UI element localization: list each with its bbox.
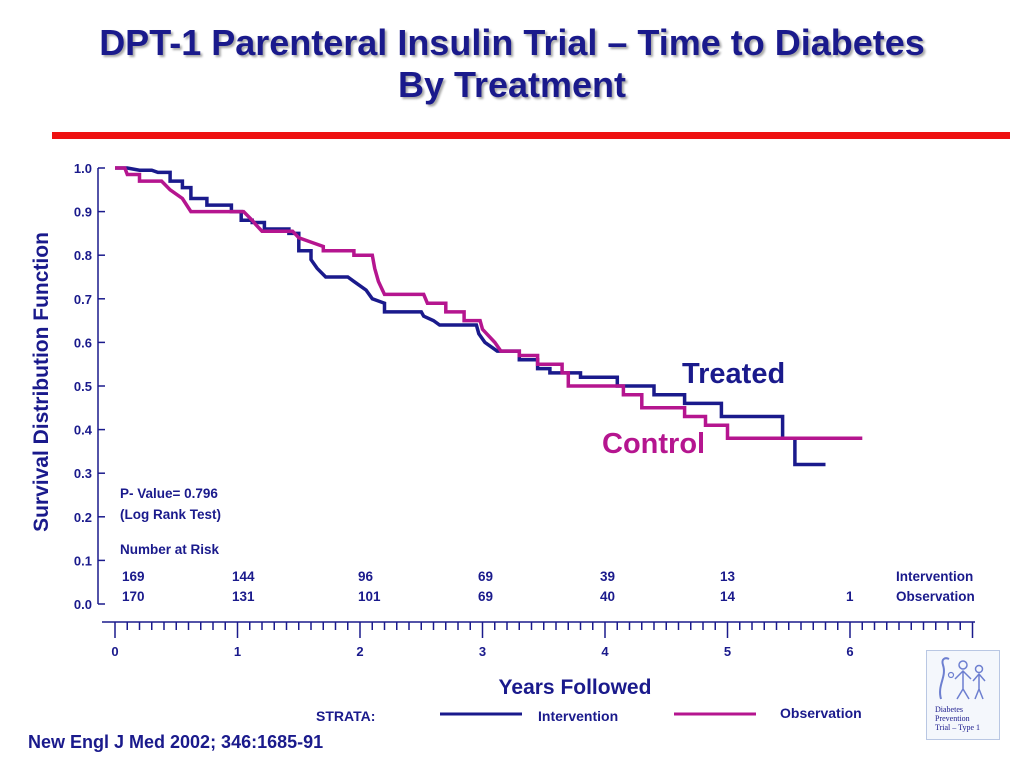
- legend-title: STRATA:: [316, 708, 375, 724]
- chart-curves: [115, 166, 863, 467]
- family-logo-icon: [939, 657, 986, 700]
- logo-line-1: Diabetes: [935, 705, 963, 714]
- risk-value: 13: [720, 569, 736, 584]
- logo-line-2: Prevention: [935, 714, 970, 723]
- legend-label-intervention: Intervention: [538, 708, 618, 724]
- y-axis-label: Survival Distribution Function: [30, 232, 53, 532]
- x-axis-label: Years Followed: [499, 676, 652, 699]
- y-tick-label: 1.0: [74, 161, 92, 176]
- title-line-1: DPT-1 Parenteral Insulin Trial – Time to…: [99, 22, 925, 63]
- y-tick-label: 0.2: [74, 510, 92, 525]
- x-tick-label: 6: [846, 644, 853, 659]
- risk-value: 101: [358, 589, 381, 604]
- x-tick-label: 3: [479, 644, 486, 659]
- x-tick-label: 4: [601, 644, 609, 659]
- series-line-intervention: [115, 166, 826, 467]
- x-tick-label: 1: [234, 644, 241, 659]
- y-tick-label: 0.5: [74, 379, 92, 394]
- y-tick-label: 0.8: [74, 248, 92, 263]
- risk-value: 1: [846, 589, 854, 604]
- x-tick-label: 2: [356, 644, 363, 659]
- logo-line-3: Trial – Type 1: [935, 723, 980, 732]
- risk-value: 170: [122, 589, 145, 604]
- page-title: DPT-1 Parenteral Insulin Trial – Time to…: [0, 22, 1024, 106]
- dpt1-logo: Diabetes Prevention Trial – Type 1: [926, 650, 1000, 740]
- risk-value: 169: [122, 569, 145, 584]
- title-line-2: By Treatment: [397, 64, 627, 105]
- risk-value: 14: [720, 589, 736, 604]
- series-line-observation: [115, 166, 863, 441]
- risk-value: 96: [358, 569, 374, 584]
- citation: New Engl J Med 2002; 346:1685-91: [28, 732, 324, 752]
- y-tick-label: 0.6: [74, 335, 92, 350]
- y-tick-label: 0.9: [74, 205, 92, 220]
- chart-axes: 0.0 0.1 0.2 0.3 0.4 0.5 0.6 0.7 0.8 0.9 1.0 0 1 2 3 4 5 6: [74, 161, 975, 659]
- risk-value: 69: [478, 569, 493, 584]
- risk-value: 131: [232, 589, 255, 604]
- chart-legend: STRATA: Intervention Observation: [316, 705, 862, 724]
- pvalue-line-2: (Log Rank Test): [120, 507, 221, 522]
- y-tick-label: 0.0: [74, 597, 92, 612]
- risk-row-label: Observation: [896, 589, 975, 604]
- control-label: Control: [602, 428, 705, 460]
- pvalue-line-1: P- Value= 0.796: [120, 486, 218, 501]
- risk-table: 169 144 96 69 39 13 Intervention 170 131 101 69 40 1…: [122, 569, 975, 604]
- risk-value: 39: [600, 569, 615, 584]
- y-tick-label: 0.7: [74, 292, 92, 307]
- risk-value: 144: [232, 569, 255, 584]
- risk-value: 40: [600, 589, 615, 604]
- y-tick-label: 0.3: [74, 466, 92, 481]
- logo-text: Diabetes Prevention Trial – Type 1: [935, 705, 980, 732]
- title-underline: [52, 132, 1010, 139]
- x-tick-label: 5: [724, 644, 731, 659]
- risk-table-title: Number at Risk: [120, 542, 220, 557]
- legend-label-observation: Observation: [780, 705, 862, 721]
- treated-label: Treated: [682, 358, 785, 390]
- x-tick-label: 0: [111, 644, 118, 659]
- y-tick-label: 0.4: [74, 423, 93, 438]
- y-tick-label: 0.1: [74, 553, 92, 568]
- risk-value: 69: [478, 589, 493, 604]
- risk-row-label: Intervention: [896, 569, 973, 584]
